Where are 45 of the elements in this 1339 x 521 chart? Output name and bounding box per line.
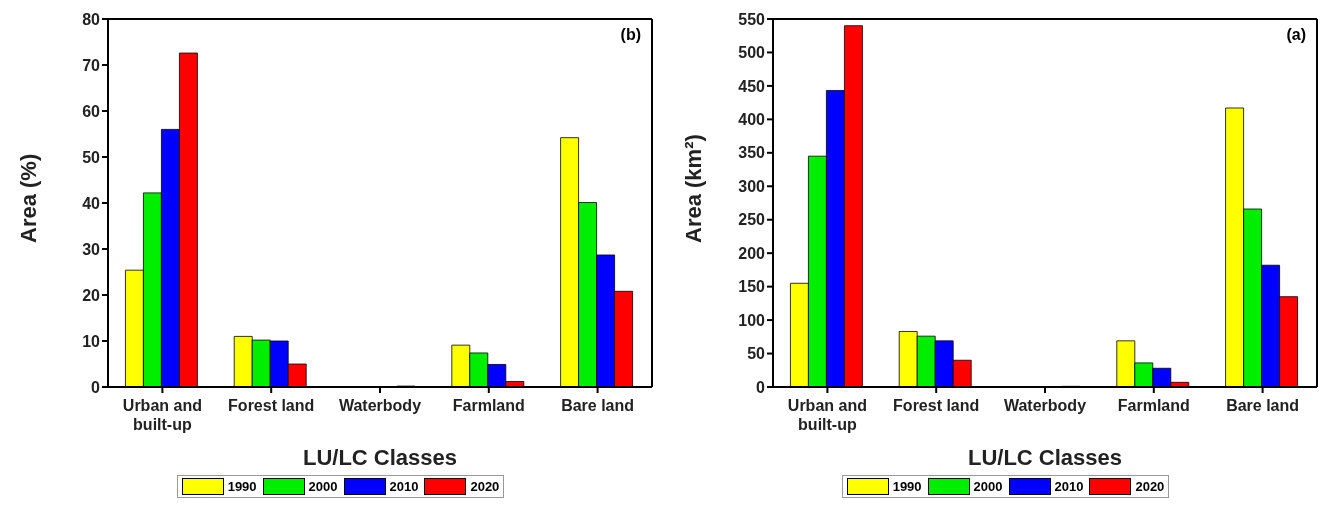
annotation: (b) [620,26,641,44]
y-tick-label: 100 [738,311,766,329]
y-tick-label: 500 [738,44,766,62]
y-tick-label: 50 [747,345,766,363]
x-tick-label: Forest land [228,397,315,414]
y-tick-label: 200 [738,244,766,262]
y-tick-label: 50 [82,148,101,166]
legend-label: 2020 [1134,478,1165,495]
y-tick-label: 60 [82,102,101,120]
x-tick-label: Farmland [1117,397,1190,414]
x-tick-label: Farmland [452,397,525,414]
x-tick-label: Waterbody [1003,397,1087,414]
x-axis-title: LU/LC Classes [302,445,458,470]
y-tick-label: 250 [738,211,766,229]
y-tick-label: 10 [82,332,101,350]
y-tick-label: 40 [82,194,101,212]
y-axis-title: Area (km²) [680,134,706,243]
x-tick-label: Waterbody [338,397,422,414]
x-tick-label: Urban and built-up [122,397,202,433]
annotation: (a) [1286,26,1306,44]
legend-label: 2010 [1053,478,1084,495]
y-axis-title: Area (%) [15,153,41,243]
x-tick-label: Forest land [893,397,980,414]
y-tick-label: 300 [738,177,766,195]
legend-label: 2010 [388,478,419,495]
y-tick-label: 0 [756,378,766,396]
legend-label: 1990 [226,478,257,495]
y-tick-label: 80 [82,10,101,28]
x-tick-label: Bare land [1226,397,1300,414]
y-tick-label: 450 [738,77,766,95]
legend-label: 2000 [307,478,338,495]
y-tick-label: 350 [738,144,766,162]
y-tick-label: 400 [738,111,766,129]
y-tick-label: 550 [738,10,766,28]
x-axis-title: LU/LC Classes [967,445,1123,470]
legend-label: 2020 [469,478,500,495]
x-tick-label: Bare land [561,397,635,414]
legend-label: 1990 [891,478,922,495]
y-tick-label: 30 [82,240,101,258]
legend-label: 2000 [972,478,1003,495]
y-tick-label: 150 [738,278,766,296]
y-tick-label: 70 [82,56,101,74]
x-tick-label: Urban and built-up [787,397,867,433]
y-tick-label: 0 [91,378,101,396]
y-tick-label: 20 [82,286,101,304]
